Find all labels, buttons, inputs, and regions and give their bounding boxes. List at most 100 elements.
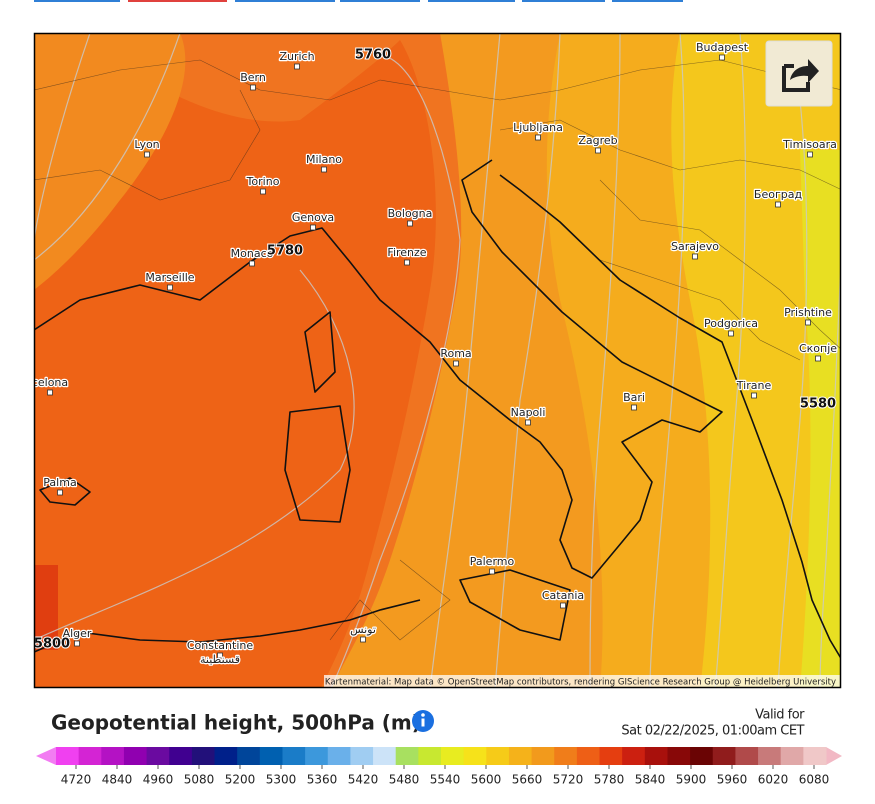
colorbar-swatch <box>327 747 351 765</box>
city-marker <box>167 284 173 291</box>
city-marker <box>217 652 223 659</box>
legend-title: Geopotential height, 500hPa (m) <box>51 711 421 735</box>
city-label: Podgorica <box>704 317 758 330</box>
colorbar-tick-label: 5420 <box>348 773 379 787</box>
city-label: Constantine <box>187 639 253 652</box>
colorbar-swatch <box>531 747 555 765</box>
city-label: celona <box>32 376 68 389</box>
city-label: Firenze <box>387 246 426 259</box>
colorbar: 4720 4840 4960 5080 5200 5300 5360 5420 5480 5540… <box>36 747 842 787</box>
colorbar-tick-label: 6080 <box>799 773 830 787</box>
city-marker <box>631 404 637 411</box>
share-button[interactable] <box>765 40 833 107</box>
city-marker <box>144 151 150 158</box>
contour-label-layer: 5760 5780 5580 5800 <box>34 47 837 653</box>
city-label: Bern <box>240 71 266 84</box>
info-icon <box>421 718 425 727</box>
tab[interactable] <box>612 0 683 2</box>
city-label: Zurich <box>279 50 314 63</box>
colorbar-swatch <box>237 747 261 765</box>
city-marker <box>535 134 541 141</box>
city-marker <box>489 568 495 575</box>
colorbar-under <box>36 747 56 765</box>
tab[interactable] <box>340 0 420 2</box>
city-label: Timisoara <box>782 138 837 151</box>
colorbar-tick-label: 4840 <box>102 773 133 787</box>
city-label: Скопје <box>799 342 837 355</box>
city-label: Catania <box>542 589 584 602</box>
colorbar-swatch <box>191 747 216 765</box>
colorbar-swatch <box>214 747 238 765</box>
colorbar-swatch <box>735 747 759 765</box>
colorbar-tick-label: 5780 <box>594 773 625 787</box>
colorbar-tick-label: 5300 <box>266 773 297 787</box>
city-marker <box>294 63 300 70</box>
colorbar-swatch <box>780 747 804 765</box>
colorbar-over <box>826 747 842 765</box>
city-marker <box>249 260 255 267</box>
colorbar-tick-label: 5900 <box>676 773 707 787</box>
colorbar-swatch <box>441 747 465 765</box>
city-marker <box>407 220 413 227</box>
colorbar-tick-label: 5360 <box>307 773 338 787</box>
colorbar-swatch <box>508 747 533 765</box>
colorbar-tick-label: 5660 <box>512 773 543 787</box>
contour-label: 5800 <box>34 637 70 652</box>
coastlines <box>35 159 840 659</box>
colorbar-tick-label: 6020 <box>758 773 789 787</box>
colorbar-swatch <box>395 747 419 765</box>
city-layer: Zurich Bern Budapest Lyon Milano Ljubljana Zag… <box>32 40 839 668</box>
map: Zurich Bern Budapest Lyon Milano Ljubljana Zag… <box>32 34 840 688</box>
city-label: Bari <box>623 391 645 404</box>
colorbar-swatch <box>622 747 646 765</box>
colorbar-tick-label: 5600 <box>471 773 502 787</box>
map-frame <box>33 32 842 689</box>
colorbar-swatch <box>599 747 623 765</box>
city-marker <box>751 392 757 399</box>
city-marker <box>775 201 781 208</box>
attribution: Kartenmaterial: Map data © OpenStreetMap… <box>325 678 836 688</box>
city-marker <box>260 188 266 195</box>
city-marker <box>250 84 256 91</box>
colorbar-swatch <box>758 747 782 765</box>
colorbar-tick-label: 5200 <box>225 773 256 787</box>
colorbar-tick-label: 5720 <box>553 773 584 787</box>
info-icon <box>421 713 425 717</box>
city-label: Roma <box>440 347 471 360</box>
city-label: Napoli <box>511 406 546 419</box>
info-button[interactable] <box>412 710 434 732</box>
colorbar-swatch <box>554 747 578 765</box>
city-label: Београд <box>754 188 803 201</box>
colorbar-swatch <box>101 747 125 765</box>
colorbar-tick-label: 4960 <box>143 773 174 787</box>
tab[interactable] <box>128 0 227 2</box>
tab[interactable] <box>428 0 515 2</box>
city-label: Zagreb <box>578 134 617 147</box>
city-label: Ljubljana <box>513 121 563 134</box>
city-label: Monaco <box>231 247 274 260</box>
field <box>671 34 840 687</box>
city-marker <box>360 636 366 643</box>
colorbar-swatch <box>146 747 170 765</box>
city-marker <box>321 166 327 173</box>
attribution-box <box>324 675 840 687</box>
tab[interactable] <box>235 0 335 2</box>
city-marker <box>595 147 601 154</box>
valid-time: Sat 02/22/2025, 01:00am CET <box>621 724 804 739</box>
city-marker <box>47 389 53 396</box>
share-icon <box>782 64 810 92</box>
colorbar-swatch <box>644 747 668 765</box>
colorbar-swatch <box>282 747 306 765</box>
field <box>35 565 58 650</box>
colorbar-swatch <box>486 747 510 765</box>
tab[interactable] <box>34 0 120 2</box>
city-label: Palermo <box>470 555 515 568</box>
city-label: Budapest <box>696 41 749 54</box>
tab[interactable] <box>522 0 605 2</box>
city-label: Marseille <box>145 271 194 284</box>
contour-label: 5780 <box>267 244 303 259</box>
top-tabs <box>34 0 683 2</box>
colorbar-tick-label: 5840 <box>635 773 666 787</box>
city-label: Bologna <box>388 207 433 220</box>
